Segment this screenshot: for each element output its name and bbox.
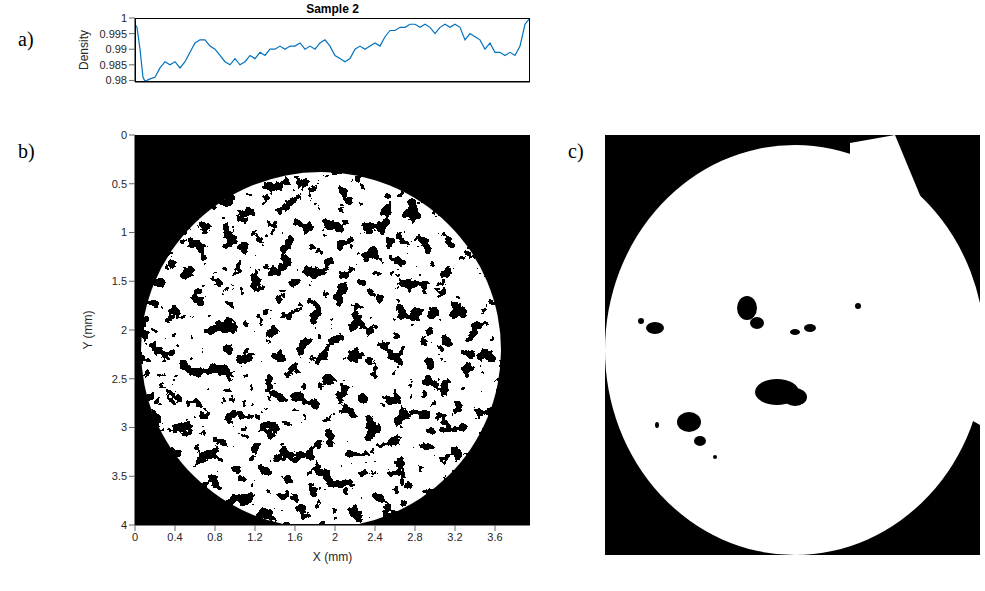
svg-text:1.2: 1.2 xyxy=(247,531,262,543)
svg-text:0.995: 0.995 xyxy=(99,28,127,40)
svg-text:1: 1 xyxy=(121,12,127,24)
html-text:c): c) xyxy=(568,140,584,162)
svg-text:0.5: 0.5 xyxy=(112,178,127,190)
svg-text:3.2: 3.2 xyxy=(447,531,462,543)
html-text:Sample 2: Sample 2 xyxy=(306,2,359,16)
html-text:Y (mm): Y (mm) xyxy=(81,310,95,350)
svg-text:4: 4 xyxy=(121,519,127,531)
html-text:b): b) xyxy=(18,140,35,162)
svg-text:0: 0 xyxy=(132,531,138,543)
svg-text:0.98: 0.98 xyxy=(106,74,127,86)
svg-text:1: 1 xyxy=(121,226,127,238)
svg-text:0: 0 xyxy=(121,129,127,141)
svg-text:0.985: 0.985 xyxy=(99,59,127,71)
svg-text:3.6: 3.6 xyxy=(487,531,502,543)
svg-text:1.5: 1.5 xyxy=(112,275,127,287)
svg-text:0.99: 0.99 xyxy=(106,43,127,55)
svg-text:3.5: 3.5 xyxy=(112,470,127,482)
svg-text:2.5: 2.5 xyxy=(112,373,127,385)
html-text:Density: Density xyxy=(77,30,91,70)
svg-text:0.4: 0.4 xyxy=(167,531,182,543)
svg-text:2.8: 2.8 xyxy=(407,531,422,543)
svg-text:2: 2 xyxy=(121,324,127,336)
svg-text:0.8: 0.8 xyxy=(207,531,222,543)
html-text:a): a) xyxy=(18,28,34,50)
svg-text:1.6: 1.6 xyxy=(287,531,302,543)
svg-text:2: 2 xyxy=(332,531,338,543)
svg-text:2.4: 2.4 xyxy=(367,531,382,543)
html-text:X (mm): X (mm) xyxy=(312,550,353,564)
svg-text:3: 3 xyxy=(121,421,127,433)
